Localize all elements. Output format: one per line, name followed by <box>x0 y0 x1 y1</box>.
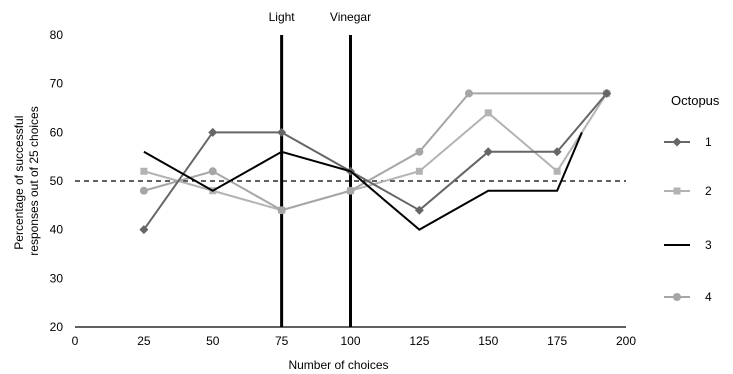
y-tick-label: 20 <box>50 320 64 334</box>
x-tick-label: 200 <box>616 334 636 348</box>
y-tick-label: 60 <box>50 125 64 139</box>
legend-item-1: 1 <box>664 135 712 149</box>
data-point-series-1 <box>552 147 562 157</box>
legend-item-2: 2 <box>664 184 712 198</box>
data-point-series-2 <box>484 109 492 117</box>
data-point-series-4 <box>139 186 148 195</box>
legend-item-3: 3 <box>664 238 712 252</box>
legend-title: Octopus <box>671 93 720 108</box>
ticks-layer: 0 25 50 75 100 125 150 175 200 20 30 40 50 60 70 80 <box>50 28 637 348</box>
y-tick-label: 50 <box>50 174 64 188</box>
data-point-series-4 <box>464 89 473 98</box>
data-point-series-1 <box>139 225 149 235</box>
x-tick-label: 0 <box>72 334 79 348</box>
data-point-series-1 <box>277 127 287 137</box>
series-layer <box>139 88 612 235</box>
legend-swatch-marker <box>672 137 682 147</box>
vertical-marker-label: Light <box>269 10 296 24</box>
data-point-series-4 <box>208 167 217 176</box>
series-line-1 <box>143 92 608 231</box>
data-point-series-1 <box>483 147 493 157</box>
y-axis-label: Percentage of successful responses out o… <box>12 106 41 255</box>
series-4 <box>139 89 611 215</box>
data-point-series-2 <box>553 167 561 175</box>
vertical-marker-label: Vinegar <box>330 10 371 24</box>
data-point-series-1 <box>414 205 424 215</box>
data-point-series-4 <box>277 206 286 215</box>
y-tick-label: 30 <box>50 271 64 285</box>
x-tick-label: 75 <box>275 334 289 348</box>
data-point-series-1 <box>208 127 218 137</box>
x-tick-label: 125 <box>409 334 429 348</box>
legend-label: 2 <box>705 184 712 198</box>
x-tick-label: 100 <box>340 334 360 348</box>
series-3 <box>143 131 583 231</box>
y-axis-label-line-1: Percentage of successful <box>12 116 26 250</box>
axis-labels-layer: Number of choices Percentage of successf… <box>12 106 389 372</box>
x-tick-label: 25 <box>137 334 151 348</box>
legend: Octopus 1 2 3 4 <box>664 93 720 304</box>
data-point-series-2 <box>140 167 148 175</box>
y-tick-label: 80 <box>50 28 64 42</box>
y-axis-label-line-2: responses out of 25 choices <box>27 106 41 255</box>
data-point-series-4 <box>346 186 355 195</box>
x-tick-label: 150 <box>478 334 498 348</box>
legend-label: 4 <box>705 290 712 304</box>
data-point-series-2 <box>415 167 423 175</box>
data-point-series-1 <box>602 88 612 98</box>
series-line-2 <box>143 92 608 212</box>
legend-item-4: 4 <box>664 290 712 304</box>
y-tick-label: 40 <box>50 223 64 237</box>
x-tick-label: 175 <box>547 334 567 348</box>
data-point-series-4 <box>415 147 424 156</box>
legend-swatch-marker <box>673 187 681 195</box>
y-tick-label: 70 <box>50 77 64 91</box>
series-1 <box>139 88 612 235</box>
series-line-3 <box>143 131 583 231</box>
legend-label: 3 <box>705 238 712 252</box>
legend-label: 1 <box>705 135 712 149</box>
vertical-markers-layer: Light Vinegar <box>269 10 371 327</box>
legend-swatch-marker <box>673 293 681 301</box>
x-tick-label: 50 <box>206 334 220 348</box>
x-axis-label: Number of choices <box>288 358 388 372</box>
